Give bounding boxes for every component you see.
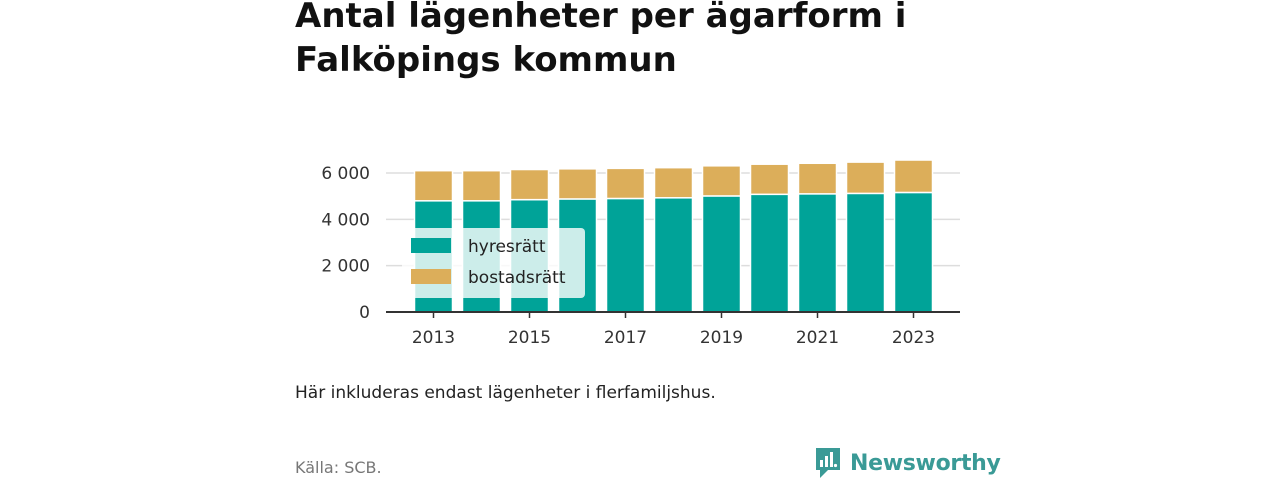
x-tick-label: 2019 (700, 328, 743, 348)
bar-hyresratt-2020 (749, 193, 790, 313)
x-tick-label: 2021 (796, 328, 839, 348)
x-tick-label: 2015 (508, 328, 551, 348)
bar-hyresratt-2023 (893, 191, 934, 313)
y-tick-label: 0 (359, 303, 370, 323)
legend-swatch-hyresratt (411, 238, 451, 253)
legend-swatch-bostadsratt (411, 269, 451, 284)
legend: hyresrätt bostadsrätt (402, 228, 585, 298)
bar-hyresratt-2017 (605, 197, 646, 313)
bar-bostadsratt-2022 (845, 161, 886, 195)
bar-bostadsratt-2015 (509, 168, 550, 201)
chart-note: Här inkluderas endast lägenheter i flerf… (295, 383, 716, 403)
bar-bostadsratt-2014 (461, 169, 502, 202)
newsworthy-logo: Newsworthy (814, 446, 1001, 480)
bar-bostadsratt-2021 (797, 162, 838, 195)
x-tick-label: 2013 (412, 328, 455, 348)
x-tick-label: 2017 (604, 328, 647, 348)
x-tick-label: 2023 (892, 328, 935, 348)
x-axis-ticks: 2013 2015 2017 2019 2021 2023 (412, 312, 935, 348)
y-tick-label: 6 000 (321, 164, 370, 184)
y-tick-label: 4 000 (321, 210, 370, 230)
bar-hyresratt-2019 (701, 195, 742, 313)
bar-bostadsratt-2019 (701, 165, 742, 197)
source-note: Källa: SCB. (295, 458, 382, 477)
bar-bostadsratt-2013 (413, 169, 454, 202)
legend-label-hyresratt: hyresrätt (468, 237, 546, 257)
newsworthy-logo-icon (816, 448, 840, 478)
bar-hyresratt-2022 (845, 192, 886, 313)
y-tick-label: 2 000 (321, 257, 370, 277)
legend-label-bostadsratt: bostadsrätt (468, 268, 566, 288)
bar-bostadsratt-2018 (653, 166, 694, 199)
bar-bostadsratt-2023 (893, 159, 934, 194)
y-axis-ticks: 0 2 000 4 000 6 000 (321, 164, 370, 323)
bar-bostadsratt-2020 (749, 163, 790, 196)
chart-title: Antal lägenheter per ägarform i Falköpin… (295, 0, 907, 80)
bar-bostadsratt-2017 (605, 167, 646, 200)
bar-hyresratt-2018 (653, 197, 694, 313)
bar-bostadsratt-2016 (557, 168, 598, 200)
newsworthy-logo-text: Newsworthy (850, 450, 1001, 476)
bar-hyresratt-2021 (797, 193, 838, 313)
